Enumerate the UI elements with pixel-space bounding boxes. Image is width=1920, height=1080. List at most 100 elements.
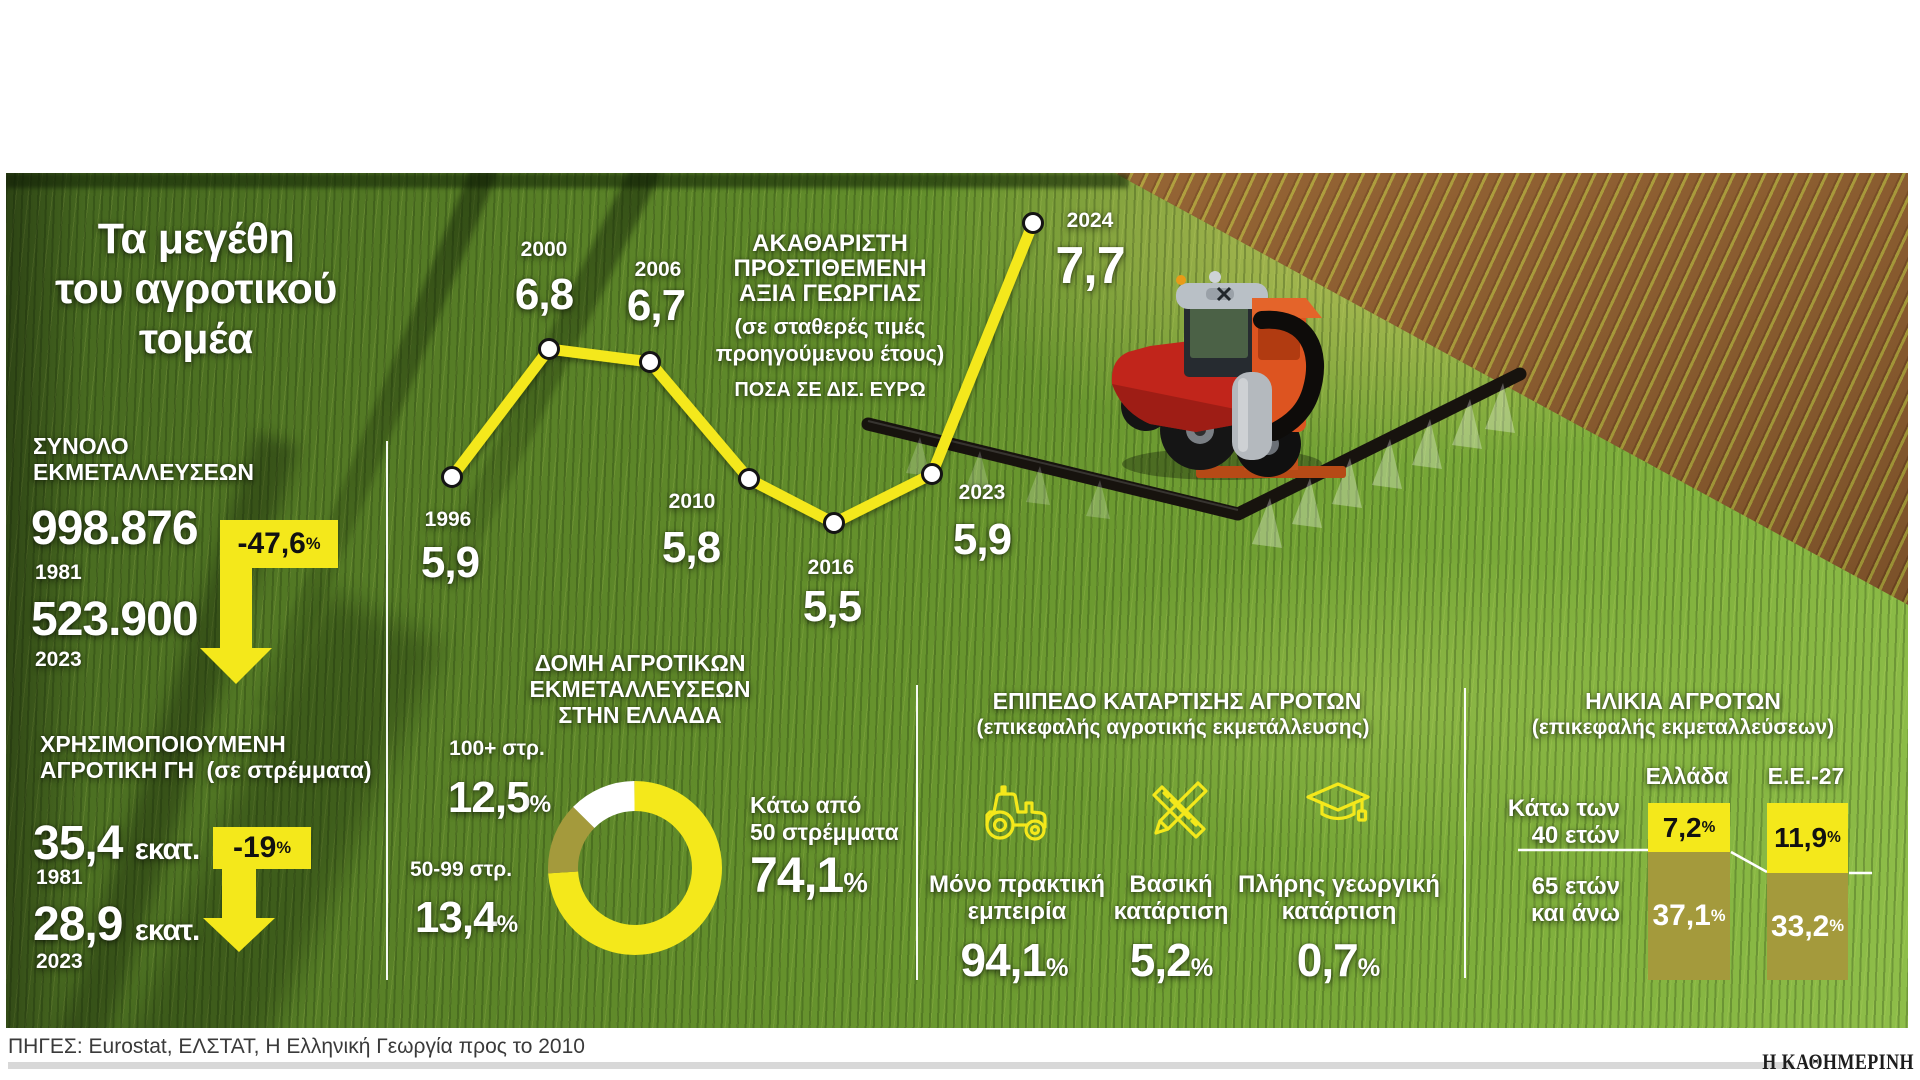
- percent-sign: %: [496, 911, 518, 938]
- land-1981-number: 35,4: [33, 817, 123, 870]
- land-heading-line: ΧΡΗΣΙΜΟΠΟΙΟΥΜΕΝΗ: [40, 731, 286, 757]
- age-col-greece: Ελλάδα: [1645, 763, 1729, 789]
- land-decline-arrow: [203, 827, 311, 952]
- holdings-1981-value: 998.876: [31, 502, 199, 555]
- holdings-2023-value: 523.900: [31, 593, 199, 646]
- graduation-cap-icon: [1306, 782, 1370, 822]
- gva-point-year: 2010: [668, 490, 716, 513]
- percent-sign: %: [276, 838, 292, 857]
- holdings-heading-line: ΣΥΝΟΛΟ: [33, 433, 129, 459]
- land-unit: εκατ.: [134, 833, 201, 866]
- training-item-value: 94,1%: [960, 934, 1068, 986]
- age-row-label-line: και άνω: [1530, 900, 1620, 927]
- gva-title-line: ΑΚΑΘΑΡΙΣΤΗ: [752, 230, 908, 257]
- structure-value-50-99: 13,4%: [414, 893, 518, 942]
- training-value-number: 5,2: [1129, 934, 1192, 986]
- training-item-label: Πλήρης γεωργική: [1238, 871, 1440, 898]
- gva-point-year: 2016: [807, 556, 855, 579]
- holdings-change-badge: -47,6%: [220, 520, 338, 568]
- age-col-eu: Ε.Ε.-27: [1767, 763, 1845, 789]
- sources-note: ΠΗΓΕΣ: Eurostat, ΕΛΣΤΑΤ, Η Ελληνική Γεωρ…: [8, 1035, 585, 1058]
- age-bar-greece-under40: 7,2%: [1648, 803, 1730, 852]
- training-item-value: 5,2%: [1129, 934, 1213, 986]
- structure-value-under50: 74,1%: [750, 847, 868, 903]
- training-item-value: 0,7%: [1297, 937, 1380, 983]
- structure-heading: ΔΟΜΗ ΑΓΡΟΤΙΚΩΝ ΕΚΜΕΤΑΛΛΕΥΣΕΩΝ ΣΤΗΝ ΕΛΛΑΔ…: [515, 650, 765, 728]
- structure-heading-line: ΣΤΗΝ ΕΛΛΑΔΑ: [558, 702, 722, 728]
- title-line: τομέα: [139, 315, 253, 363]
- training-subheading: (επικεφαλής αγροτικής εκμετάλλευσης): [976, 716, 1370, 739]
- gva-title-line: ΑΞΙΑ ΓΕΩΡΓΙΑΣ: [739, 280, 921, 307]
- donut-slice-under50: [548, 781, 722, 955]
- training-item-label: εμπειρία: [967, 898, 1067, 925]
- age-heading: ΗΛΙΚΙΑ ΑΓΡΟΤΩΝ: [1585, 688, 1781, 714]
- land-unit: εκατ.: [134, 914, 201, 947]
- percent-sign: %: [1827, 829, 1841, 846]
- land-1981-year: 1981: [36, 866, 83, 889]
- structure-label-under50: Κάτω από 50 στρέμματα: [750, 792, 899, 846]
- treeline-shadow: [6, 173, 1129, 188]
- gva-point-year: 2023: [958, 481, 1006, 504]
- land-change-badge: -19%: [213, 827, 311, 869]
- structure-label-line: 50 στρέμματα: [750, 819, 899, 845]
- structure-value-number: 12,5: [447, 773, 531, 822]
- gva-point-year: 2024: [1066, 209, 1114, 232]
- percent-sign: %: [529, 791, 551, 818]
- page-title: Τα μεγέθη του αγροτικού τομέα: [40, 214, 352, 364]
- training-item-label: κατάρτιση: [1281, 898, 1397, 925]
- land-2023-year: 2023: [36, 950, 83, 973]
- gva-point-value: 5,5: [802, 582, 862, 631]
- land-change-value: -19: [232, 831, 277, 864]
- age-bar-eu-under40: 11,9%: [1767, 803, 1848, 873]
- age-row-label-line: 65 ετών: [1531, 873, 1620, 900]
- title-line: Τα μεγέθη: [97, 215, 295, 263]
- holdings-heading-line: ΕΚΜΕΤΑΛΛΕΥΣΕΩΝ: [33, 459, 254, 485]
- gva-point-year: 2006: [634, 258, 682, 281]
- percent-sign: %: [1701, 818, 1716, 836]
- gva-annotation: ΑΚΑΘΑΡΙΣΤΗ ΠΡΟΣΤΙΘΕΜΕΝΗ ΑΞΙΑ ΓΕΩΡΓΙΑΣ (σ…: [705, 231, 955, 402]
- edge-shadow: [6, 173, 86, 1028]
- training-heading: ΕΠΙΠΕΔΟ ΚΑΤΑΡΤΙΣΗΣ ΑΓΡΟΤΩΝ: [992, 688, 1362, 714]
- land-heading: ΧΡΗΣΙΜΟΠΟΙΟΥΜΕΝΗ ΑΓΡΟΤΙΚΗ ΓΗ (σε στρέμμα…: [40, 731, 372, 783]
- pencil-ruler-icon: [1152, 781, 1208, 839]
- training-item-label: κατάρτιση: [1113, 898, 1229, 925]
- structure-value-number: 13,4: [414, 893, 498, 942]
- gva-point-year: 1996: [424, 508, 472, 531]
- gva-point-value: 6,8: [514, 270, 574, 319]
- gva-point-value: 5,8: [661, 523, 721, 572]
- age-row-under40-label: Κάτω των 40 ετών: [1420, 795, 1620, 849]
- percent-sign: %: [1710, 906, 1726, 925]
- section-divider: [1464, 688, 1466, 978]
- holdings-1981-year: 1981: [35, 561, 82, 584]
- title-line: του αγροτικού: [55, 265, 337, 313]
- structure-heading-line: ΕΚΜΕΤΑΛΛΕΥΣΕΩΝ: [529, 676, 751, 702]
- holdings-heading: ΣΥΝΟΛΟ ΕΚΜΕΤΑΛΛΕΥΣΕΩΝ: [33, 433, 254, 485]
- age-value-number: 7,2: [1662, 811, 1702, 843]
- gva-point-value: 5,9: [952, 515, 1012, 564]
- age-subheading: (επικεφαλής εκμεταλλεύσεων): [1531, 716, 1835, 739]
- age-bar-greece-over65: 37,1%: [1648, 852, 1730, 980]
- gva-point-value: 5,9: [420, 538, 480, 587]
- percent-sign: %: [843, 867, 867, 898]
- percent-sign: %: [305, 534, 321, 553]
- footer-rule: [8, 1062, 1794, 1069]
- gva-point-value: 7,7: [1055, 237, 1125, 295]
- percent-sign: %: [1046, 954, 1068, 982]
- structure-label-line: Κάτω από: [750, 792, 862, 818]
- age-bar-eu-over65: 33,2%: [1767, 873, 1848, 980]
- holdings-decline-arrow: [200, 520, 338, 684]
- holdings-2023-year: 2023: [35, 648, 82, 671]
- age-row-over65-label: 65 ετών και άνω: [1420, 873, 1620, 927]
- gva-unit-note: ΠΟΣΑ ΣΕ ΔΙΣ. ΕΥΡΩ: [734, 379, 926, 401]
- gva-subtitle-line: (σε σταθερές τιμές: [734, 314, 926, 339]
- gva-point-year: 2000: [520, 238, 568, 261]
- tractor-icon: [985, 785, 1047, 841]
- percent-sign: %: [1829, 917, 1845, 935]
- structure-value-100plus: 12,5%: [447, 773, 551, 822]
- section-divider: [916, 685, 918, 980]
- kathimerini-logo: Η ΚΑΘΗΜΕΡΙΝΗ: [1762, 1049, 1914, 1074]
- land-2023-value: 28,9 εκατ.: [33, 901, 201, 949]
- percent-sign: %: [1357, 954, 1380, 982]
- training-value-number: 94,1: [960, 934, 1047, 986]
- structure-value-number: 74,1: [750, 847, 844, 903]
